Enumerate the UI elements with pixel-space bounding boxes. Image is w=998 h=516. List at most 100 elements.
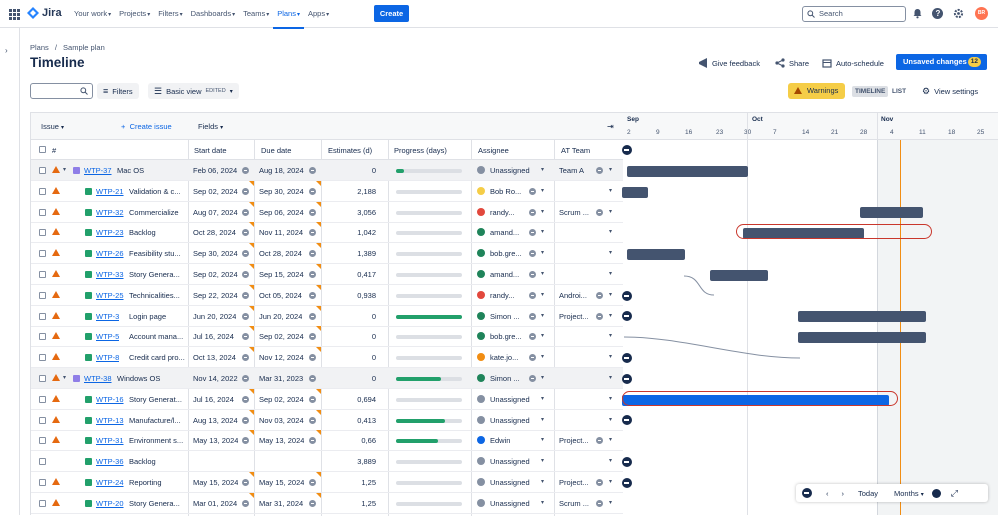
row-checkbox[interactable] [39,167,46,174]
today-button[interactable]: Today [858,488,879,498]
chevron-down-icon[interactable]: ▾ [609,395,613,402]
clear-assignee-icon[interactable] [529,291,536,299]
chevron-down-icon[interactable]: ▾ [609,229,613,236]
tab-timeline[interactable]: TIMELINE [852,86,889,97]
team-cell[interactable]: ▾ [554,264,623,285]
team-cell[interactable]: ▾ [554,347,623,368]
row-checkbox[interactable] [39,291,46,299]
chevron-down-icon[interactable]: ▾ [609,208,613,215]
table-row[interactable]: WTP-25 Technicalities... Sep 22, 2024 Oct 0… [31,284,623,306]
chevron-down-icon[interactable]: ▾ [541,395,545,402]
due-date[interactable]: May 15, 2024 [259,478,305,487]
table-row[interactable]: WTP-26 Feasibility stu... Sep 30, 2024 Oct … [31,243,623,265]
row-checkbox[interactable] [39,271,46,278]
issue-summary[interactable]: Reporting [129,478,162,487]
issue-column-menu[interactable]: Issue ▾ [41,122,65,131]
auto-schedule-button[interactable]: Auto-schedule [822,56,884,70]
clear-team-icon[interactable] [596,312,603,320]
due-date[interactable]: Sep 06, 2024 [259,207,304,217]
issue-key-link[interactable]: WTP-20 [96,498,124,508]
chevron-down-icon[interactable]: ▾ [63,375,67,381]
breadcrumb-plans[interactable]: Plans [30,43,49,52]
table-row[interactable]: WTP-33 Story Genera... Sep 02, 2024 Sep 15,… [31,264,623,285]
clear-assignee-icon[interactable] [529,229,536,237]
clear-assignee-icon[interactable] [529,208,536,216]
info-icon[interactable] [931,488,941,498]
estimate-value[interactable]: 0 [371,374,376,383]
issue-key-link[interactable]: WTP-24 [96,478,124,487]
team-cell[interactable]: ▾ [554,451,623,472]
due-date[interactable]: Sep 30, 2024 [259,186,304,196]
chevron-down-icon[interactable]: ▾ [609,167,613,173]
estimate-value[interactable]: 1,389 [357,249,376,259]
due-date[interactable]: Sep 02, 2024 [259,394,304,404]
nav-apps[interactable]: Apps▾ [308,9,330,18]
clear-start-date-icon[interactable] [242,437,249,445]
assignee-cell[interactable]: amand... ▾ [471,264,554,285]
chevron-down-icon[interactable]: ▾ [541,187,545,194]
table-row[interactable]: WTP-24 Reporting May 15, 2024 May 15, 2024 1… [31,472,623,493]
next-icon[interactable]: › [841,488,845,498]
issue-key-link[interactable]: WTP-21 [96,186,124,196]
issue-key-link[interactable]: WTP-8 [96,353,120,363]
chevron-down-icon[interactable]: ▾ [609,312,613,319]
issue-key-link[interactable]: WTP-32 [96,207,124,217]
timeline-bar[interactable] [710,269,768,281]
chevron-down-icon[interactable]: ▾ [609,291,613,298]
estimate-value[interactable]: 0,66 [361,436,376,446]
estimate-value[interactable]: 3,889 [357,457,376,467]
clear-assignee-icon[interactable] [529,333,536,341]
clear-due-date-icon[interactable] [309,333,316,341]
chevron-down-icon[interactable]: ▾ [541,333,545,340]
due-date[interactable]: Nov 03, 2024 [259,415,304,425]
clear-due-date-icon[interactable] [309,250,316,258]
clear-due-date-icon[interactable] [309,208,316,216]
table-row[interactable]: WTP-13 Manufacture/l... Aug 13, 2024 Nov 03… [31,409,623,431]
table-row[interactable]: WTP-23 Backlog Oct 28, 2024 Nov 11, 2024 1,0… [31,222,623,244]
col-due-date[interactable]: Due date [261,146,292,155]
notifications-icon[interactable] [912,8,923,19]
issue-summary[interactable]: Login page [129,311,167,321]
clear-team-icon[interactable] [596,499,603,507]
due-date[interactable]: Sep 02, 2024 [259,332,304,342]
team-cell[interactable]: Scrum ... ▾ [554,202,623,223]
nav-teams[interactable]: Teams▾ [243,9,270,18]
chevron-down-icon[interactable]: ▾ [609,354,613,361]
due-date[interactable]: Nov 11, 2024 [259,228,304,238]
table-row[interactable]: WTP-16 Story Generat... Jul 16, 2024 Sep 02… [31,388,623,410]
scroll-to-bar-icon[interactable] [622,145,632,155]
scroll-to-bar-icon[interactable] [622,290,632,301]
issue-summary[interactable]: Account mana... [129,332,184,342]
chevron-down-icon[interactable]: ▾ [541,291,545,298]
issue-summary[interactable]: Backlog [129,228,156,238]
tab-list[interactable]: LIST [892,88,907,95]
chevron-down-icon[interactable]: ▾ [541,271,545,277]
give-feedback-button[interactable]: Give feedback [698,56,760,70]
team-cell[interactable]: ▾ [554,222,623,243]
clear-team-icon[interactable] [596,479,603,486]
scroll-to-bar-icon[interactable] [622,311,632,322]
estimate-value[interactable]: 0,417 [357,270,376,279]
chevron-down-icon[interactable]: ▾ [609,458,613,465]
row-checkbox[interactable] [39,375,46,382]
issue-key-link[interactable]: WTP-16 [96,394,124,404]
help-icon[interactable]: ? [932,8,943,19]
clear-due-date-icon[interactable] [309,479,316,486]
estimate-value[interactable]: 1,042 [357,228,376,238]
share-button[interactable]: Share [775,56,809,70]
clear-assignee-icon[interactable] [529,271,536,278]
fields-button[interactable]: Fields ▾ [198,122,224,131]
start-date[interactable]: May 13, 2024 [193,436,239,446]
issue-key-link[interactable]: WTP-26 [96,249,124,259]
team-cell[interactable]: ▾ [554,389,623,410]
timeline-bar[interactable] [798,311,926,323]
chevron-down-icon[interactable]: ▾ [541,479,545,485]
clear-due-date-icon[interactable] [309,271,316,278]
team-cell[interactable]: ▾ [554,326,623,347]
row-checkbox[interactable] [39,354,46,362]
assignee-cell[interactable]: bob.gre... ▾ [471,326,554,347]
chevron-down-icon[interactable]: ▾ [609,187,613,194]
clear-start-date-icon[interactable] [242,250,249,258]
chevron-down-icon[interactable]: ▾ [541,354,545,361]
row-checkbox[interactable] [39,312,46,320]
